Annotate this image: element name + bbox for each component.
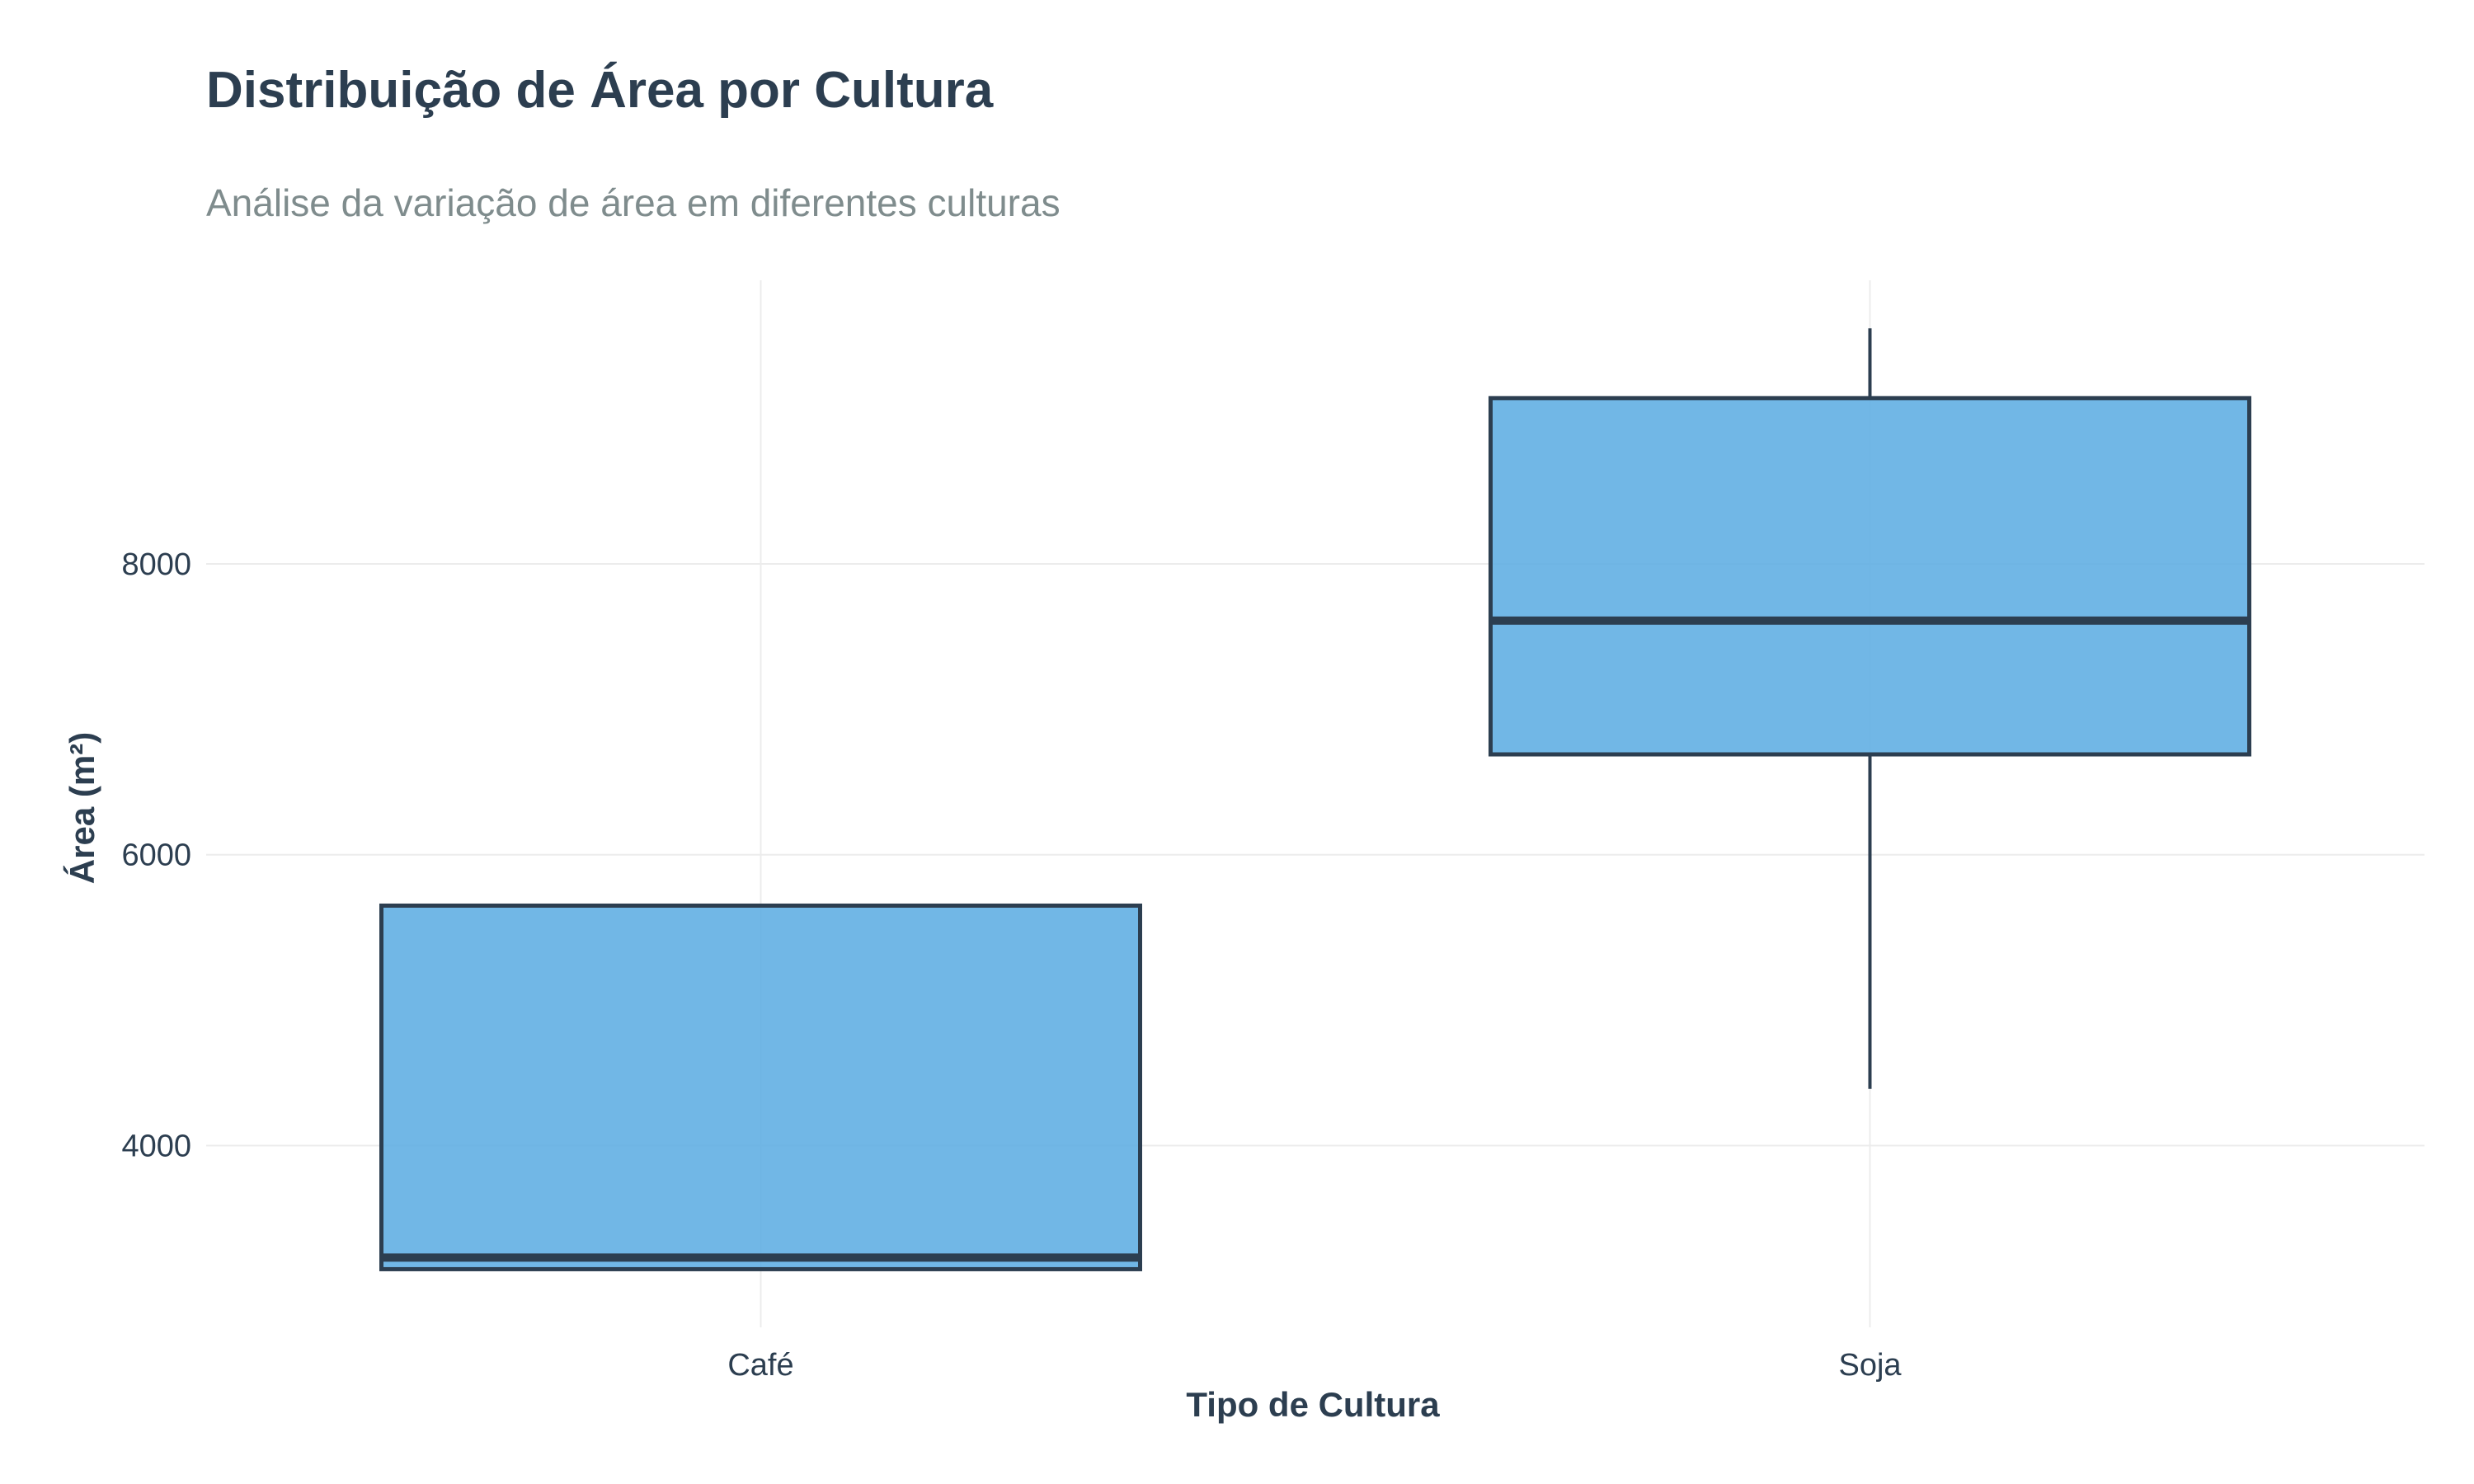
box-caf- <box>379 903 1142 1271</box>
y-axis-title: Área (m²) <box>63 732 101 884</box>
boxes-layer <box>379 328 2251 1271</box>
box-soja <box>1489 328 2251 1089</box>
y-tick-label: 6000 <box>121 838 191 873</box>
box-body <box>1489 396 2251 757</box>
x-axis-title: Tipo de Cultura <box>1186 1385 1440 1424</box>
chart-subtitle: Análise da variação de área em diferente… <box>206 181 1061 224</box>
x-tick-label: Café <box>727 1348 793 1383</box>
box-body <box>379 903 1142 1271</box>
chart-title: Distribuição de Área por Cultura <box>206 62 994 119</box>
axes-layer: 4000 6000 8000 Café Soja <box>121 547 1902 1383</box>
y-tick-label: 4000 <box>121 1129 191 1164</box>
x-tick-label: Soja <box>1838 1348 1902 1383</box>
y-tick-label: 8000 <box>121 547 191 582</box>
